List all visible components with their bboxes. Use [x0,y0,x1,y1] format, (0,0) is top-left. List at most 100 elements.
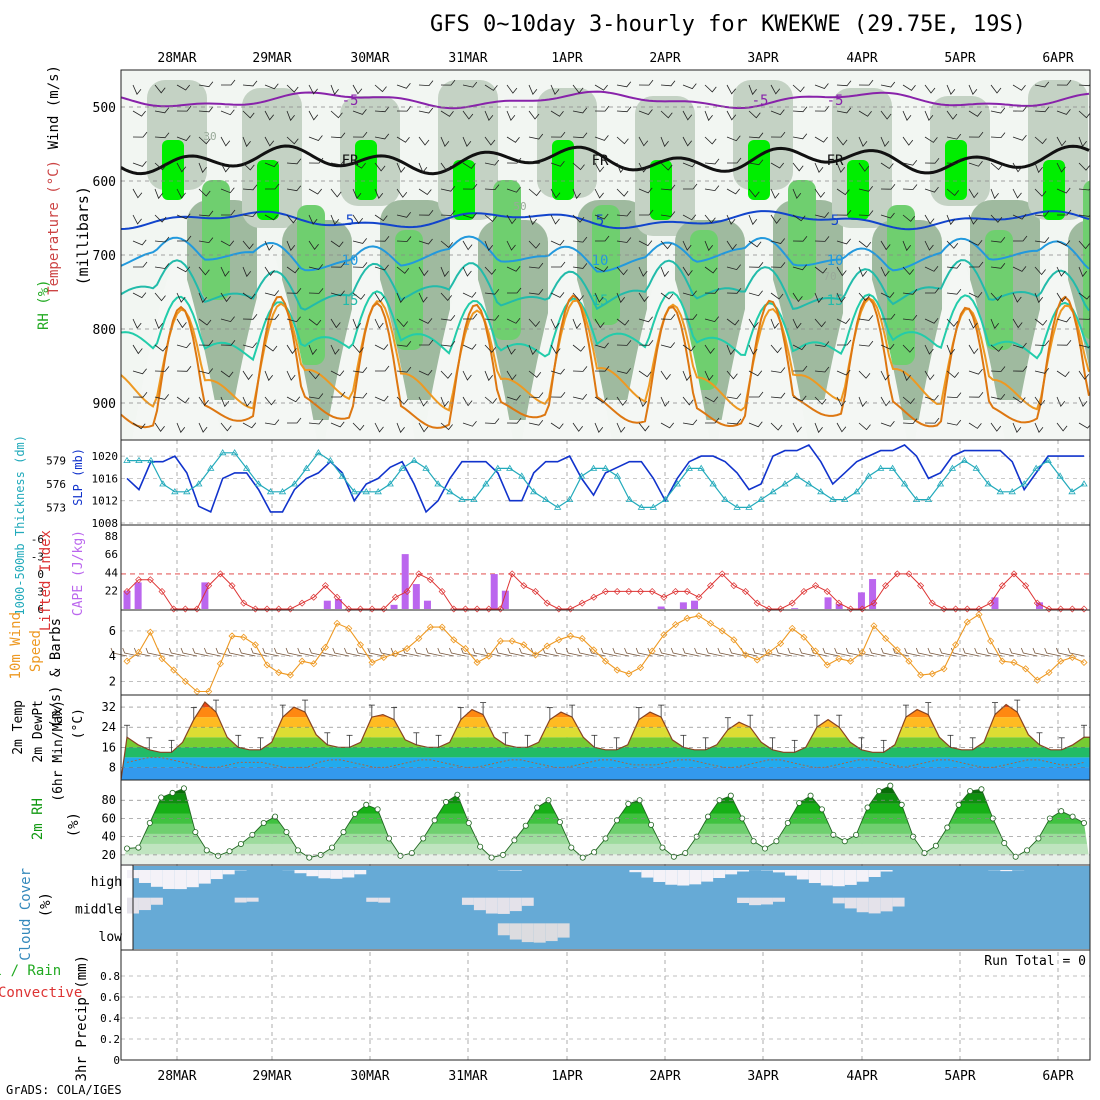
wind10-speed-point [917,671,925,679]
thickness-point [135,456,143,463]
wind-barb [132,318,142,329]
wind-barb [946,84,956,95]
wind-barb [990,344,1004,352]
wind10-speed-point [613,666,621,674]
wind-barb [330,344,340,355]
lifted-index-point [613,587,621,595]
wind10-barb [705,647,723,657]
wind-barb [264,214,279,221]
wind10-barb [122,647,139,657]
wind-barb [308,157,324,164]
wind-barb [638,266,648,277]
thickness-point [374,488,382,495]
thickness-point [541,495,550,502]
wind-barb [242,80,258,87]
x-tick-bottom-30MAR: 30MAR [350,1069,389,1084]
wind-barb [352,238,368,244]
lifted-index-point [917,582,925,590]
y-tick-thickness-579: 579 [46,455,66,468]
thickness-point [577,472,586,479]
thickness-point [207,464,215,471]
cloud-high [150,870,163,887]
wind-barb [836,209,852,216]
rh2m-point [158,794,165,801]
wind10-speed-point [531,651,540,659]
wind10-barb [822,647,839,657]
lifted-index-point [520,582,528,590]
wind-barb [968,239,983,246]
wind-barb [858,340,874,347]
y-tick-pressure-500: 500 [93,101,116,116]
wind-barb [176,162,187,173]
rh-shade-saturated [162,140,184,200]
wind-barb [374,292,385,303]
wind-barb [374,84,387,93]
wind-barb [198,422,208,433]
wind10-barb [320,647,338,657]
wind-barb [704,316,720,323]
cloud-middle [485,897,498,914]
wind10-speed-point [286,671,294,679]
wind-barb [352,109,367,115]
thickness-point [924,495,933,502]
wind-barb [660,162,673,171]
wind-barb [528,392,544,398]
wind-barb [902,396,915,405]
temperature-contour [121,259,1090,312]
wind-barb [594,162,605,173]
wind-barb [792,235,808,242]
wind-barb [726,240,737,250]
wind-barb [396,162,406,173]
wind-barb [132,161,147,167]
wind-barb [814,396,827,405]
y-tick-precip-0.2: 0.2 [100,1033,120,1046]
wind-barb [550,188,561,199]
wind10-barb [694,647,711,657]
wind-barb [462,81,478,88]
wind-barb [682,136,693,147]
thickness-point [864,472,873,479]
wind-barb [1078,396,1088,407]
rh2m-point [807,792,814,799]
wind-barb [132,239,147,246]
rh2m-point [249,831,256,838]
wind-barb [198,106,214,113]
wind-barb [374,395,389,402]
wind-barb [1012,162,1023,173]
wind-barb [814,136,828,143]
wind10-speed-point [1068,653,1076,661]
y-tick-pressure-800: 800 [93,323,116,338]
rh-shade-moist [788,180,816,300]
wind10-barb [192,647,209,657]
wind10-speed-point [590,646,598,654]
wind-barb [880,162,894,170]
rh2m-point [591,849,598,856]
temp-band [121,717,1090,728]
wind-barb [176,366,192,372]
wind-barb [264,136,275,147]
temperature-contour-label: 5 [346,213,354,229]
wind-barb [506,265,521,272]
wind-barb [396,292,406,304]
wind10-barb [915,647,933,657]
wind-barb [396,83,411,89]
lifted-index-line [126,572,1084,610]
wind-barb [330,159,346,166]
wind-barb [352,292,366,300]
wind-barb [330,110,343,119]
rh2m-point [454,791,461,798]
wind-barb [638,422,650,432]
wind-barb [286,316,301,323]
wind-barb [704,136,717,145]
wind-barb [726,344,736,356]
wind-barb [220,240,235,247]
wind-barb [770,188,780,199]
wind-barb [220,292,231,303]
cloud-high [832,870,845,887]
rh2m-point [1024,847,1031,854]
wind10-speed-point [205,687,213,696]
wind-barb [286,344,297,355]
wind-barb [682,370,692,382]
wind-barb [331,391,346,398]
lifted-index-point [566,605,574,613]
